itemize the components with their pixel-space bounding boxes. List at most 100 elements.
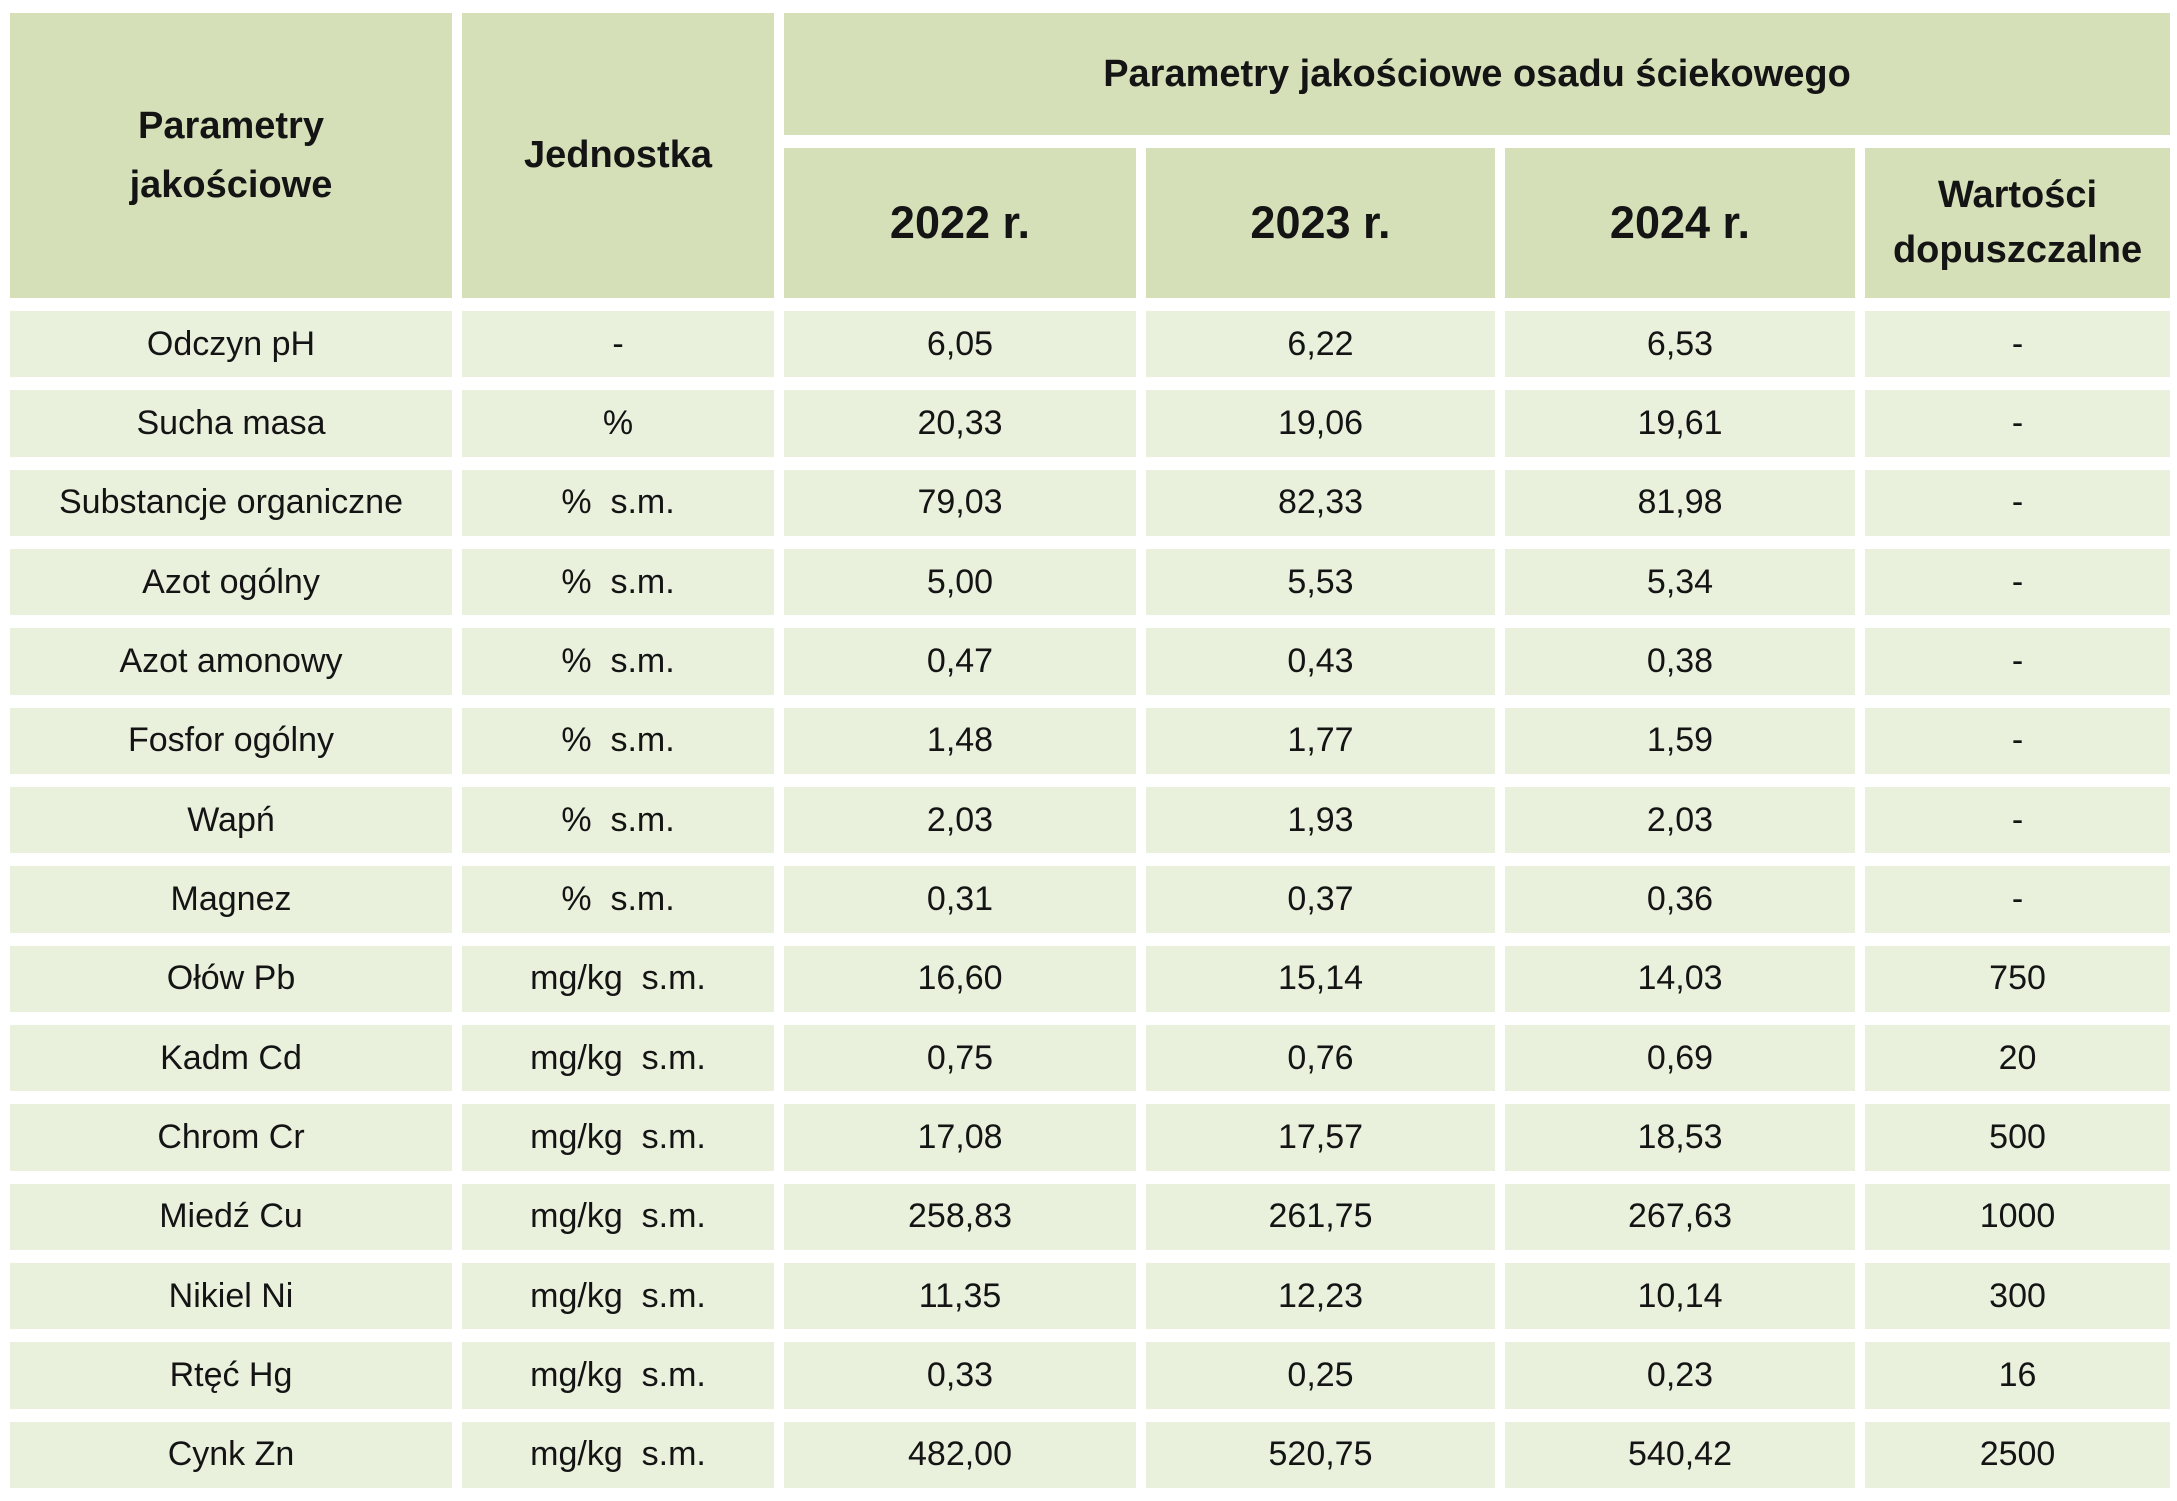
table-row: Magnez% s.m. 0,31 0,37 0,36- [10,866,2171,933]
value-2022-cell: 1,48 [784,707,1136,774]
table-header: Parametry jakościowe Jednostka Parametry… [10,13,2171,298]
value-2023-cell: 0,37 [1146,866,1495,933]
value-2023-cell: 6,22 [1146,311,1495,378]
limit-cell: - [1865,628,2171,695]
table-row: Kadm Cd mg/kg s.m. 0,75 0,76 0,69 20 [10,1024,2171,1092]
table-row: Rtęć Hg mg/kg s.m. 0,33 0,25 0,23 16 [10,1342,2171,1409]
value-2022-cell: 0,75 [784,1024,1136,1092]
table-row: Substancje organiczne% s.m. 79,03 82,33 81,… [10,469,2171,536]
header-row-years: 2022 r. 2023 r. 2024 r. Wartości dopuszc… [10,148,2171,298]
value-2024-cell: 5,34 [1505,548,1855,616]
table-row: Azot amonowy% s.m. 0,47 0,43 0,38- [10,628,2171,695]
value-2023-cell: 1,77 [1146,707,1495,774]
param-cell: Chrom Cr [10,1104,452,1171]
value-2022-cell: 6,05 [784,311,1136,378]
value-2022-cell: 2,03 [784,786,1136,854]
unit-cell: % s.m. [462,548,774,616]
value-2024-cell: 0,23 [1505,1342,1855,1409]
param-cell: Wapń [10,786,452,854]
header-unit: Jednostka [462,13,774,298]
value-2023-cell: 520,75 [1146,1421,1495,1488]
limit-cell: - [1865,786,2171,854]
limit-cell: 750 [1865,945,2171,1012]
table-row: Cynk Zn mg/kg s.m. 482,00 520,75 540,42 2500 [10,1421,2171,1488]
value-2022-cell: 258,83 [784,1183,1136,1250]
param-cell: Azot amonowy [10,628,452,695]
table-row: Miedź Cu mg/kg s.m. 258,83 261,75 267,63 1000 [10,1183,2171,1250]
value-2024-cell: 0,69 [1505,1024,1855,1092]
value-2023-cell: 0,43 [1146,628,1495,695]
param-cell: Rtęć Hg [10,1342,452,1409]
header-year-2022: 2022 r. [784,148,1136,298]
value-2023-cell: 0,76 [1146,1024,1495,1092]
value-2024-cell: 14,03 [1505,945,1855,1012]
unit-cell: mg/kg s.m. [462,1421,774,1488]
value-2023-cell: 17,57 [1146,1104,1495,1171]
table-row: Chrom Cr mg/kg s.m. 17,08 17,57 18,53 500 [10,1104,2171,1171]
limit-cell: 1000 [1865,1183,2171,1250]
value-2024-cell: 267,63 [1505,1183,1855,1250]
value-2022-cell: 0,31 [784,866,1136,933]
value-2023-cell: 1,93 [1146,786,1495,854]
value-2023-cell: 19,06 [1146,390,1495,457]
value-2024-cell: 0,36 [1505,866,1855,933]
unit-cell: mg/kg s.m. [462,1024,774,1092]
unit-cell: mg/kg s.m. [462,1262,774,1330]
header-limit: Wartości dopuszczalne [1865,148,2171,298]
value-2022-cell: 20,33 [784,390,1136,457]
header-parameters: Parametry jakościowe [10,13,452,298]
param-cell: Cynk Zn [10,1421,452,1488]
table-row: Ołów Pb mg/kg s.m. 16,60 15,14 14,03 750 [10,945,2171,1012]
unit-cell: % s.m. [462,786,774,854]
limit-cell: - [1865,390,2171,457]
unit-cell: mg/kg s.m. [462,1342,774,1409]
param-cell: Ołów Pb [10,945,452,1012]
table-row: Nikiel Ni mg/kg s.m. 11,35 12,23 10,14 300 [10,1262,2171,1330]
limit-cell: - [1865,707,2171,774]
limit-cell: 2500 [1865,1421,2171,1488]
param-cell: Sucha masa [10,390,452,457]
table-row: Azot ogólny% s.m. 5,00 5,53 5,34- [10,548,2171,616]
table-row: Odczyn pH -6,05 6,22 6,53- [10,311,2171,378]
value-2022-cell: 16,60 [784,945,1136,1012]
value-2022-cell: 79,03 [784,469,1136,536]
param-cell: Kadm Cd [10,1024,452,1092]
param-cell: Nikiel Ni [10,1262,452,1330]
unit-cell: - [462,311,774,378]
unit-cell: % s.m. [462,469,774,536]
param-cell: Magnez [10,866,452,933]
value-2024-cell: 18,53 [1505,1104,1855,1171]
value-2023-cell: 5,53 [1146,548,1495,616]
unit-cell: mg/kg s.m. [462,945,774,1012]
table-row: Wapń% s.m. 2,03 1,93 2,03- [10,786,2171,854]
param-cell: Azot ogólny [10,548,452,616]
value-2022-cell: 17,08 [784,1104,1136,1171]
limit-cell: - [1865,548,2171,616]
value-2023-cell: 0,25 [1146,1342,1495,1409]
param-cell: Fosfor ogólny [10,707,452,774]
value-2022-cell: 0,47 [784,628,1136,695]
value-2024-cell: 2,03 [1505,786,1855,854]
table-row: Sucha masa% 20,33 19,06 19,61- [10,390,2171,457]
header-row-top: Parametry jakościowe Jednostka Parametry… [10,13,2171,298]
value-2024-cell: 1,59 [1505,707,1855,774]
unit-cell: mg/kg s.m. [462,1104,774,1171]
value-2024-cell: 81,98 [1505,469,1855,536]
value-2023-cell: 15,14 [1146,945,1495,1012]
value-2022-cell: 11,35 [784,1262,1136,1330]
value-2023-cell: 12,23 [1146,1262,1495,1330]
value-2024-cell: 10,14 [1505,1262,1855,1330]
value-2024-cell: 19,61 [1505,390,1855,457]
value-2024-cell: 6,53 [1505,311,1855,378]
limit-cell: - [1865,469,2171,536]
value-2024-cell: 540,42 [1505,1421,1855,1488]
value-2022-cell: 5,00 [784,548,1136,616]
table-row: Fosfor ogólny% s.m. 1,48 1,77 1,59- [10,707,2171,774]
limit-cell: 500 [1865,1104,2171,1171]
value-2022-cell: 0,33 [784,1342,1136,1409]
value-2023-cell: 261,75 [1146,1183,1495,1250]
limit-cell: 20 [1865,1024,2171,1092]
header-year-2024: 2024 r. [1505,148,1855,298]
